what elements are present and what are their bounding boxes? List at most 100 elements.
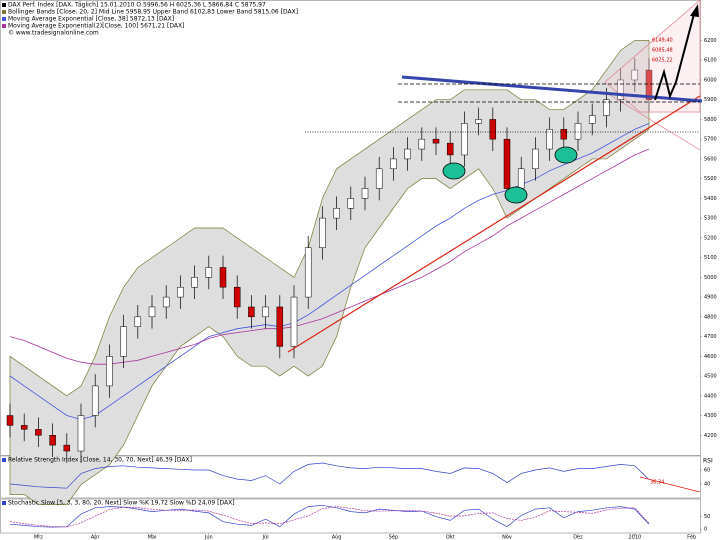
candle-body [120,326,127,357]
candle-body [304,247,312,298]
candle-body [148,306,156,318]
x-tick-label: Sep [389,535,398,540]
candle-body [276,306,284,347]
candle-body [361,188,369,199]
arrow-head [690,4,699,17]
price-annotation: 6025,22 [652,58,673,64]
candle-body [177,286,184,298]
candle-body [134,316,142,327]
indicator-line [9,462,650,489]
marker [504,186,528,204]
legend-entry: Moving Average Exponential(2)[Close, 100… [8,23,184,30]
resistance-line [401,75,703,103]
legend-swatch [2,17,6,21]
candle-body [404,148,411,160]
y-tick-label: 5900 [704,97,717,103]
forecast-path [654,68,677,101]
credit: © www.tradesignalonline.com [8,30,99,37]
candle-body [162,296,170,308]
support-line [287,95,701,353]
y-tick-label: 5100 [704,255,717,261]
x-tick-label: Feb [687,535,696,540]
x-tick-label: Aug [332,535,342,540]
candle-body [574,123,582,140]
y-tick-label: 5200 [704,235,717,241]
moving-average [9,148,650,365]
legend-swatch [2,458,6,462]
indicator-line [9,506,650,528]
candle-body [77,415,85,452]
y-tick-label: 4900 [704,295,717,301]
x-tick-label: Mrz [34,535,43,540]
x-tick-label: Mai [148,535,157,540]
candle-body [560,129,568,140]
candle-body [191,277,198,288]
candle-body [248,306,255,318]
y-tick-label: 5400 [704,196,717,202]
price-annotation: 6085,48 [652,48,673,54]
y-tick-label: 6200 [704,38,717,44]
y-tick-label: 4200 [704,433,717,439]
forecast-arrow [675,13,695,83]
candle-body [390,158,397,170]
candle-body [319,217,326,248]
y-tick-label: 5500 [704,176,717,182]
candle-body [375,168,383,189]
candle-body [91,385,99,416]
candle-body [603,99,610,116]
x-tick-label: Apr [91,535,101,540]
x-tick-label: Nov [502,535,512,540]
candle-body [233,286,241,308]
candle-body [517,168,525,189]
candle-body [106,356,113,387]
price-annotation: 6149,40 [652,38,673,44]
y-tick-label: 4500 [704,374,717,380]
y-tick-label: 60 [704,468,710,474]
marker [554,146,578,164]
axis-label: RSI [703,458,713,465]
price-panel [0,0,701,456]
y-tick-label: 4700 [704,334,717,340]
x-tick-label: Dez [573,535,583,540]
candle-body [63,444,71,452]
value-annotation: 36,34 [650,480,664,486]
y-tick-label: 6100 [704,58,717,64]
y-tick-label: 50 [704,514,710,520]
y-tick-label: 4600 [704,354,717,360]
legend-swatch [2,3,6,7]
rsi-trend-line [639,476,701,493]
candle-body [6,415,14,426]
y-tick-label: 5600 [704,156,717,162]
candle-body [262,306,269,318]
candle-body [475,119,482,124]
legend-entry: Relative Strength Index [Close, 14, 30, … [8,457,192,464]
y-tick-label: 5700 [704,137,717,143]
legend-swatch [2,24,6,28]
candle-body [219,267,227,288]
y-tick-label: 0 [704,527,707,533]
y-tick-label: 40 [704,482,710,488]
legend-entry: Bollinger Bands [Close, 20, 2] Mid Line … [8,9,298,16]
candle-body [631,69,639,81]
x-tick-label: Okt [446,535,455,540]
y-tick-label: 4800 [704,314,717,320]
candle-body [645,69,653,100]
candle-body [588,115,596,124]
x-tick-label: Jul [262,535,269,540]
x-tick-label: Jun [204,535,213,540]
moving-average [9,123,650,420]
y-tick-label: 5800 [704,117,717,123]
candle-body [432,138,440,144]
candle-body [35,429,42,436]
candle-body [503,138,511,189]
indicator-line [9,504,650,528]
trend-line [609,94,701,151]
y-tick-label: 5000 [704,275,717,281]
candle-body [489,119,497,140]
y-tick-label: 5300 [704,216,717,222]
candle-body [446,142,454,156]
bollinger-band [9,40,650,505]
y-tick-label: 4400 [704,393,717,399]
candle-body [333,208,340,219]
x-tick-label: 2010 [628,535,641,540]
